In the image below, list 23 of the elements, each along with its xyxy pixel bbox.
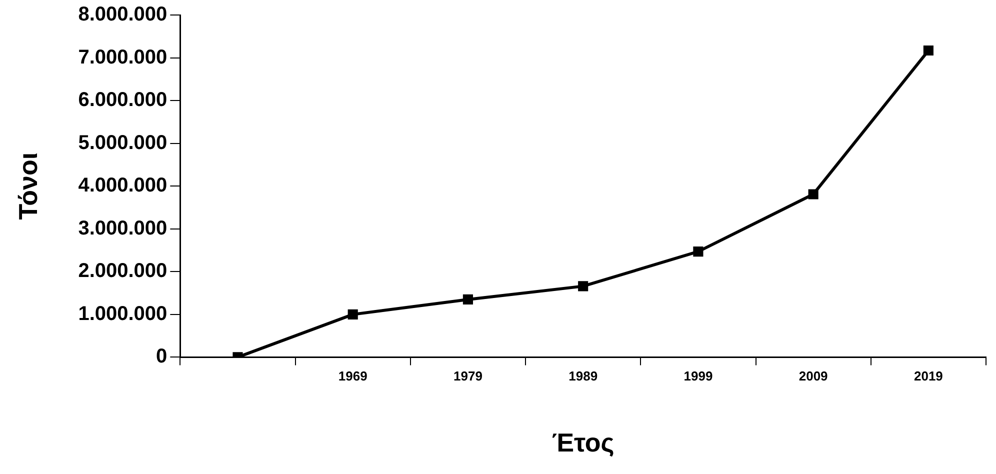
point (693, 246, 704, 257)
x-tick-label: 1969 (338, 368, 368, 384)
x-tick-label: 1989 (568, 368, 598, 384)
y-axis-title: Τόνοι (12, 152, 43, 220)
y-tick-label: 8.000.000 (78, 4, 168, 26)
y-tick-label: 4.000.000 (78, 174, 168, 197)
x-tick-label: 1999 (684, 368, 713, 384)
x-tick-label: 2009 (798, 368, 828, 384)
y-tick-label: 3.000.000 (78, 217, 168, 240)
y-tick-label: 6.000.000 (78, 89, 168, 112)
y-tick-label: 0 (156, 346, 168, 368)
y-tick-label: 5.000.000 (78, 132, 168, 154)
x-tick-label: 1979 (454, 368, 482, 384)
x-tick-label: 2019 (914, 368, 943, 384)
point (462, 294, 474, 304)
point (348, 309, 358, 320)
point (923, 45, 934, 56)
y-tick-label: 7.000.000 (78, 46, 168, 68)
y-tick-label: 1.000.000 (78, 302, 168, 325)
y-tick-label: 2.000.000 (78, 260, 168, 282)
x-axis-title: Έτος (552, 428, 614, 458)
point (578, 281, 588, 292)
point (808, 189, 818, 200)
